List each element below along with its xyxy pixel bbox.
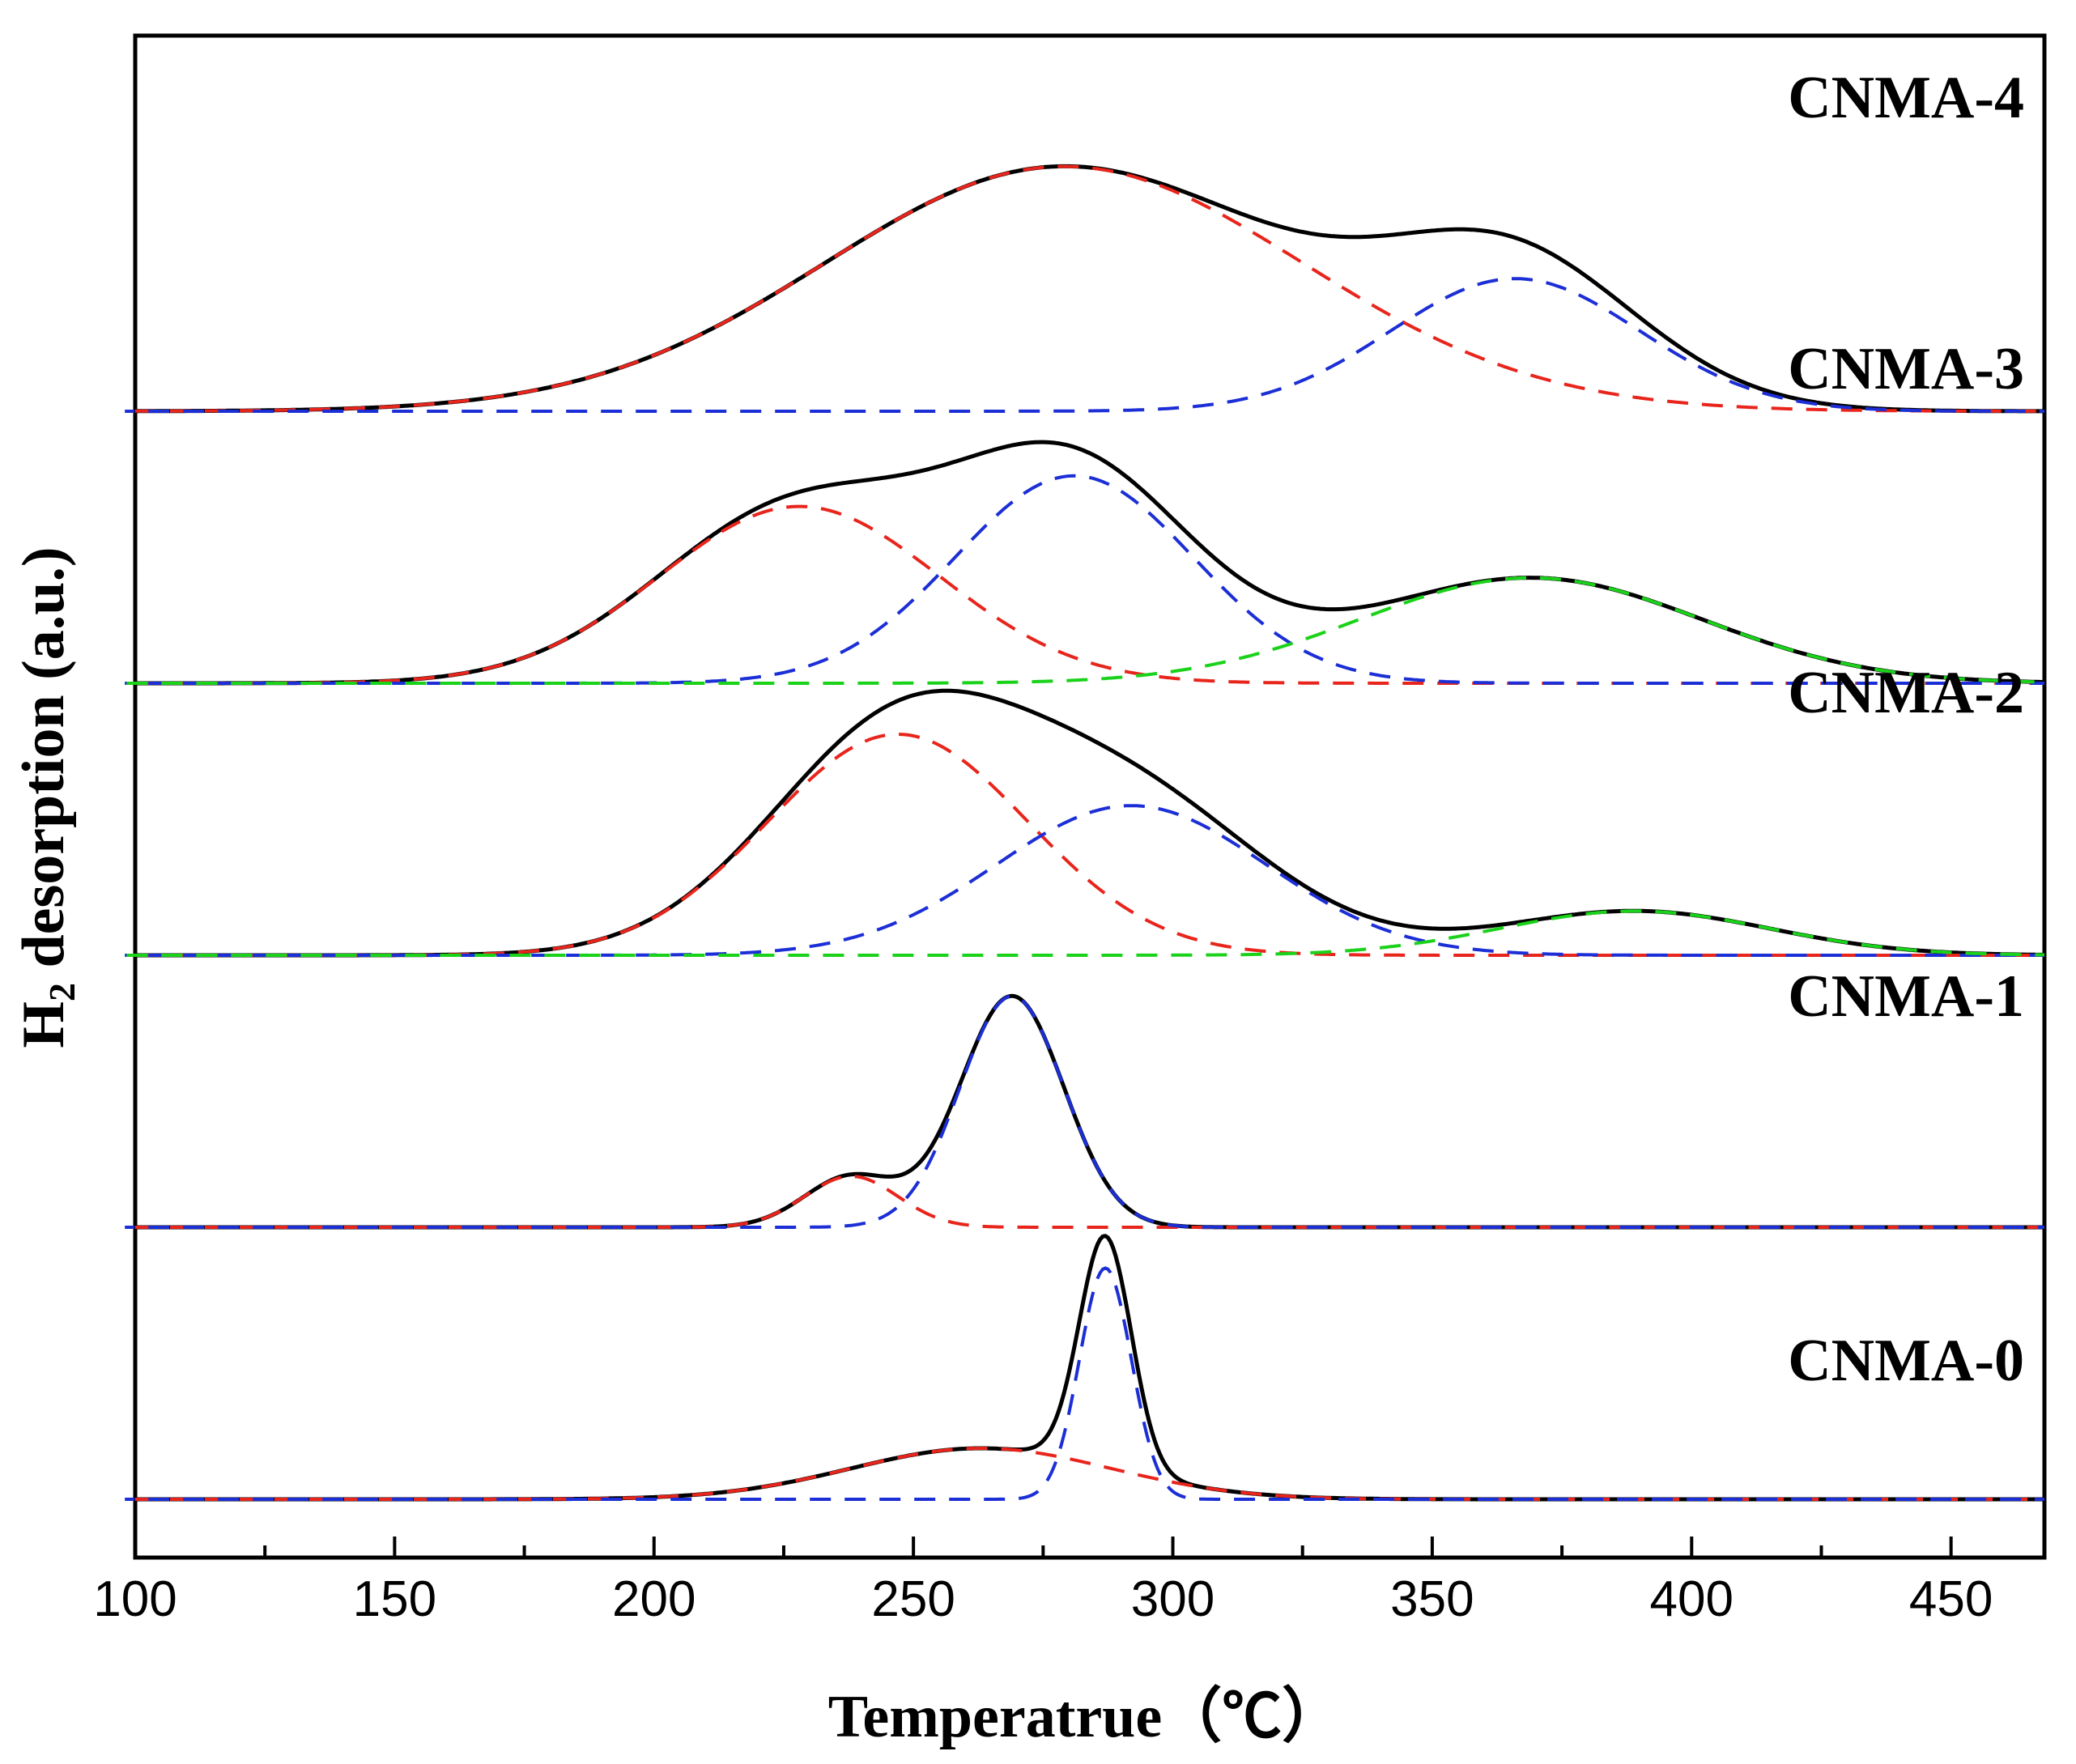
deconvoluted-peak-3 bbox=[114, 576, 2045, 685]
sample-cnma-1 bbox=[125, 993, 2044, 1230]
deconvoluted-peak-1 bbox=[135, 504, 2044, 685]
deconvoluted-peak-3 bbox=[114, 909, 2045, 957]
deconvoluted-peak-1 bbox=[135, 1174, 2044, 1229]
sample-label: CNMA-1 bbox=[1788, 963, 2024, 1030]
fit-envelope-line bbox=[135, 688, 2045, 958]
plot-frame bbox=[133, 33, 2047, 1560]
deconvoluted-peak-1 bbox=[135, 732, 2044, 957]
sample-cnma-2 bbox=[114, 688, 2045, 958]
deconvoluted-peak-1 bbox=[135, 1447, 2044, 1501]
x-tick-label: 350 bbox=[1390, 1571, 1474, 1627]
sample-label: CNMA-0 bbox=[1788, 1328, 2024, 1394]
deconvoluted-peak-2 bbox=[125, 994, 2044, 1229]
deconvoluted-peak-2 bbox=[125, 474, 2044, 685]
deconvoluted-peak-2 bbox=[125, 277, 2044, 413]
x-tick-label: 250 bbox=[871, 1571, 955, 1627]
deconvoluted-peak-2 bbox=[125, 804, 2044, 957]
sample-label: CNMA-3 bbox=[1788, 336, 2024, 402]
x-tick-label: 300 bbox=[1131, 1571, 1215, 1627]
sample-cnma-0 bbox=[125, 1234, 2044, 1502]
x-tick-label: 100 bbox=[93, 1571, 177, 1627]
sample-cnma-4 bbox=[125, 164, 2044, 414]
x-tick-label: 150 bbox=[353, 1571, 436, 1627]
sample-label: CNMA-4 bbox=[1788, 65, 2024, 131]
deconvoluted-peak-2 bbox=[125, 1266, 2044, 1501]
sample-label: CNMA-2 bbox=[1788, 660, 2024, 726]
sample-cnma-3 bbox=[114, 440, 2045, 686]
fit-envelope-line bbox=[135, 164, 2044, 414]
y-axis-title-main: H bbox=[11, 1001, 77, 1048]
x-axis-ticks: 100 150 200 250 300 350 400 450 bbox=[93, 1537, 1993, 1627]
fit-envelope-line bbox=[135, 1234, 2044, 1502]
x-tick-label: 450 bbox=[1909, 1571, 1993, 1627]
deconvoluted-peak-1 bbox=[135, 164, 2044, 413]
curve-group bbox=[114, 164, 2045, 1502]
x-tick-label: 400 bbox=[1650, 1571, 1734, 1627]
x-axis-title: Temperatrue（℃） bbox=[828, 1684, 1342, 1750]
y-axis-title-rest: desorption (a.u.) bbox=[11, 546, 77, 983]
y-axis-title-subscript: 2 bbox=[41, 983, 83, 1001]
fit-envelope-line bbox=[135, 993, 2044, 1230]
y-axis-title: H2 desorption (a.u.) bbox=[11, 546, 83, 1048]
x-tick-label: 200 bbox=[612, 1571, 696, 1627]
sample-label-group: CNMA-0 CNMA-1 CNMA-2 CNMA-3 CNMA-4 bbox=[1788, 65, 2024, 1394]
